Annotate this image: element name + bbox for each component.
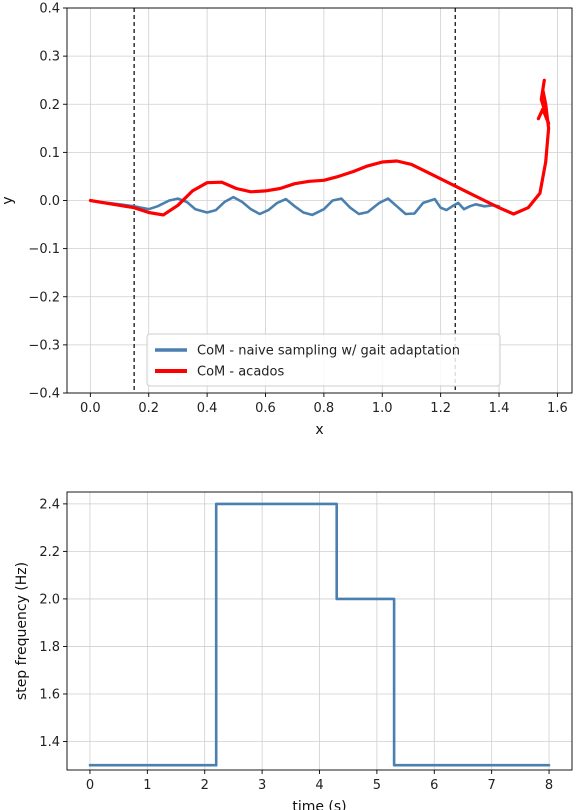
y-tick-label: 2.4: [39, 497, 60, 512]
x-tick-label: 0.0: [80, 401, 101, 416]
x-tick-label: 1.4: [489, 401, 510, 416]
y-tick-label: 0.2: [39, 98, 60, 113]
x-tick-label: 0: [86, 778, 94, 793]
y-tick-label: −0.2: [28, 290, 60, 305]
legend-entry: CoM - acados: [197, 365, 284, 380]
x-tick-label: 6: [430, 778, 438, 793]
y-tick-label: 0.1: [39, 146, 60, 161]
legend-box: [146, 333, 501, 387]
x-tick-label: 1: [143, 778, 151, 793]
y-tick-label: 1.8: [39, 640, 60, 655]
y-tick-label: 0.0: [39, 194, 60, 209]
y-tick-label: 2.2: [39, 545, 60, 560]
series-line-1: [88, 502, 551, 767]
legend-entry: CoM - naive sampling w/ gait adaptation: [197, 344, 460, 359]
x-tick-label: 1.2: [430, 401, 451, 416]
y-tick-label: 1.4: [39, 735, 60, 750]
x-tick-label: 0.8: [314, 401, 335, 416]
x-tick-label: 0.6: [255, 401, 276, 416]
x-tick-label: 0.4: [197, 401, 218, 416]
x-tick-label: 7: [488, 778, 496, 793]
x-tick-label: 1.0: [372, 401, 393, 416]
y-tick-label: 2.0: [39, 592, 60, 607]
chart-2: 0 1 2 3 4 5 6 7 8 2.4 2.2 2.0 1.8 1.6 1.4 time (s) step …: [14, 491, 573, 810]
y-axis-label: step frequency (Hz): [14, 562, 30, 700]
y-tick-label: 0.3: [39, 50, 60, 65]
y-tick-label: 0.4: [39, 2, 60, 17]
series-line-2: [88, 78, 551, 217]
x-axis-label: time (s): [292, 799, 346, 810]
y-tick-label: 1.6: [39, 687, 60, 702]
x-tick-label: 4: [315, 778, 323, 793]
x-tick-label: 0.2: [138, 401, 159, 416]
legend: CoM - naive sampling w/ gait adaptation C…: [146, 333, 501, 387]
x-tick-label: 3: [258, 778, 266, 793]
x-tick-label: 5: [373, 778, 381, 793]
y-tick-label: −0.1: [28, 242, 60, 257]
x-tick-label: 8: [545, 778, 553, 793]
x-tick-label: 2: [201, 778, 209, 793]
y-axis-label: y: [0, 196, 16, 204]
y-tick-label: −0.3: [28, 338, 60, 353]
y-tick-label: −0.4: [28, 387, 60, 402]
x-tick-label: 1.6: [547, 401, 568, 416]
series-line-1: [89, 195, 501, 217]
x-axis-label: x: [315, 422, 323, 438]
chart-1: 0.0 0.2 0.4 0.6 0.8 1.0 1.2 1.4 1.6 0.4 0.3 0.2 0.1 0…: [0, 2, 573, 438]
